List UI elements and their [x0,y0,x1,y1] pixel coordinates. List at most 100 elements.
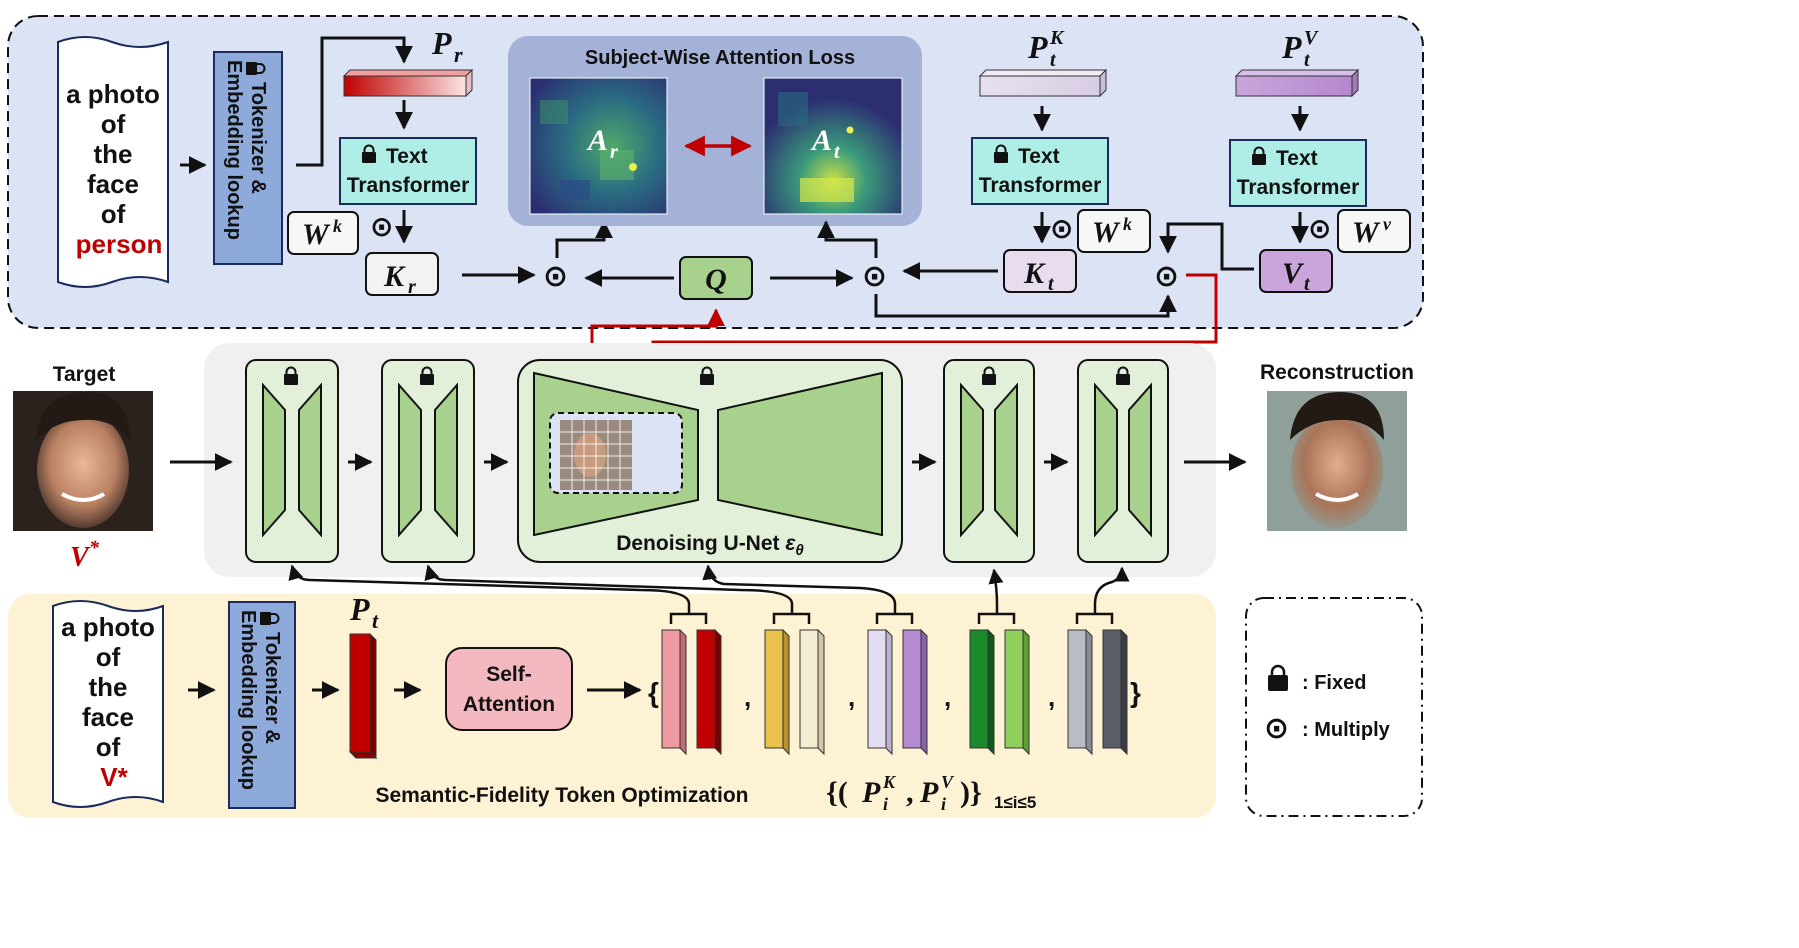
unet-label: Denoising U-Net [616,532,785,555]
unet-block-3 [943,359,1035,563]
top-tokenizer-line-2: Embedding lookup [223,60,245,240]
wk-right-box: W k [1077,209,1151,253]
wv-symbol: W [1352,216,1381,249]
kr-subscript: r [408,276,416,298]
arrow-pair5-to-block4 [1093,566,1130,605]
lock-icon [246,62,266,75]
text-transformer-right-line-1: Text [1276,147,1318,170]
bracket-pair-2 [772,604,811,624]
bottom-prompt-line-1: a photo [61,612,155,642]
text-transformer-middle: Text Transformer [971,137,1109,205]
text-transformer-right: Text Transformer [1229,139,1367,207]
vt-subscript: t [1304,273,1311,295]
lock-icon [260,612,280,625]
brace-open: { [648,677,659,708]
bottom-prompt-scroll: a photo of the face of V* [52,600,164,808]
bracket-pair-1 [669,604,708,624]
kt-box: K t [1003,249,1077,295]
set-open: {( [826,776,848,809]
comma-1: , [744,682,751,712]
top-prompt-line-1: a photo [66,79,160,109]
kr-symbol: K [383,260,406,293]
legend-multiply-icon: ⊙ [1264,712,1289,745]
lock-icon [362,144,376,163]
wv-box: W v [1337,209,1411,253]
token-pair-3 [867,628,928,756]
legend-box: : Fixed ⊙ : Multiply [1245,597,1423,817]
wv-sup: v [1383,214,1392,234]
comma-3: , [944,682,951,712]
arrow-dot-to-at [817,220,878,258]
kr-box: K r [365,252,439,298]
token-pair-2 [764,628,825,756]
wk-left-sup: k [333,216,342,236]
ptk-subscript: t [1050,49,1057,71]
set-p1-sup: K [882,772,897,792]
lock-icon [420,366,434,385]
bottom-prompt-word: V* [100,762,128,792]
ar-subscript: r [610,141,618,163]
bottom-prompt-line-4: face [82,702,134,732]
multiply-icon-q-kt: ⊙ [862,260,887,293]
unet-theta: θ [795,542,804,559]
top-prompt-line-4: face [87,169,139,199]
text-transformer-middle-line-1: Text [1018,145,1060,168]
cross-attention-feature-box [549,412,683,494]
attention-map-ar: A r [529,77,668,215]
target-label: Target [53,363,116,386]
lock-icon [284,366,298,385]
lock-icon [994,144,1008,163]
pt-token-bar [348,632,378,760]
text-transformer-middle-line-2: Transformer [979,174,1102,197]
text-transformer-left: Text Transformer [339,137,477,205]
top-tokenizer-line-1: Tokenizer & [247,82,269,194]
target-star: * [89,537,100,559]
token-pair-1 [661,628,722,756]
bracket-pair-4 [977,604,1016,624]
reconstruction-face-image [1267,391,1407,531]
self-attention-line-1: Self- [486,663,532,686]
kt-subscript: t [1048,273,1055,295]
unet-block-4 [1077,359,1169,563]
bottom-panel-title: Semantic-Fidelity Token Optimization [376,784,749,807]
text-transformer-left-line-2: Transformer [347,174,470,197]
self-attention-box: Self- Attention [445,647,573,731]
brace-close: } [1130,677,1141,708]
q-box: Q [679,256,753,300]
pt-symbol: P [349,591,370,627]
ar-symbol: A [586,124,608,157]
set-p2: P [919,776,939,809]
lock-icon [1252,146,1266,165]
lock-icon [982,366,996,385]
svg-text:Denoising U-Net εθ: Denoising U-Net εθ [616,532,804,559]
set-range: 1≤i≤5 [994,793,1036,812]
top-prompt-word: person [76,229,163,259]
top-prompt-scroll: a photo of the face of person [57,36,169,288]
legend-multiply-label: : Multiply [1302,719,1391,741]
token-set-formula: {( P K i , P V i )} 1≤i≤5 [826,772,1036,814]
lock-icon [1116,366,1130,385]
lock-icon [1268,664,1288,691]
token-pair-4 [969,628,1030,756]
at-subscript: t [834,141,841,163]
bottom-prompt-line-2: of [96,642,121,672]
bottom-prompt-line-3: the [89,672,128,702]
ptv-subscript: t [1304,49,1311,71]
vt-box: V t [1259,249,1333,295]
multiply-icon: ⊙ [370,211,393,242]
ptv-symbol: P [1281,29,1302,65]
reconstruction-label: Reconstruction [1260,361,1414,384]
kt-symbol: K [1023,257,1046,290]
wk-left-symbol: W [302,218,331,251]
pr-subscript: r [454,42,463,67]
pr-token-bar [342,68,474,98]
wk-left-box: W k [287,211,359,255]
set-p2-sub: i [941,794,946,814]
attention-map-at: A t [763,77,903,215]
set-p2-sup: V [941,772,955,792]
legend-fixed-label: : Fixed [1302,672,1366,694]
arrow-vt-to-dot [1159,222,1254,271]
ptv-superscript: V [1304,27,1319,49]
bottom-tokenizer-box: Tokenizer & Embedding lookup [228,601,296,809]
